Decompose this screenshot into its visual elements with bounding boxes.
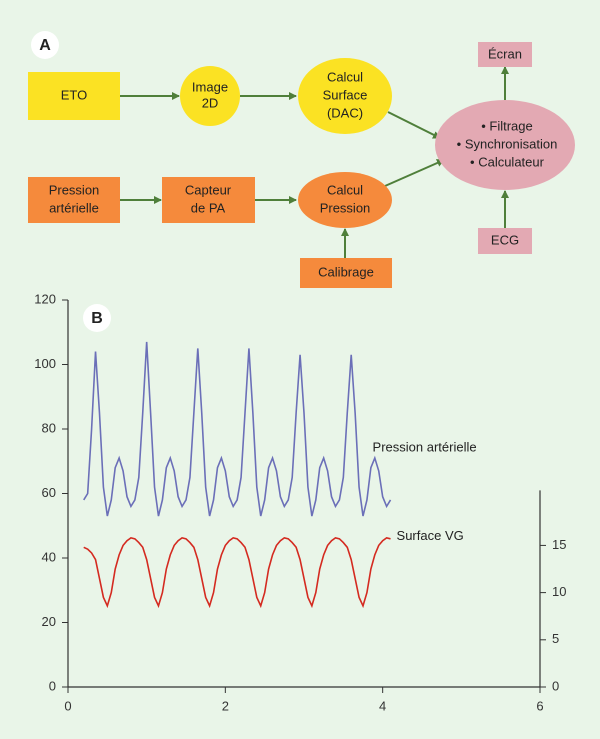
- series-line: [83, 341, 392, 517]
- y-tick-label: 60: [42, 485, 56, 500]
- node-shape: [298, 58, 392, 134]
- node-label: Surface: [323, 87, 368, 102]
- node-label: (DAC): [327, 105, 363, 120]
- panel-label: B: [91, 310, 103, 327]
- y-tick-label: 40: [42, 549, 56, 564]
- y2-tick-label: 10: [552, 584, 566, 599]
- y2-tick-label: 5: [552, 631, 559, 646]
- node-label: 2D: [202, 95, 219, 110]
- node-label: • Calculateur: [470, 154, 545, 169]
- y2-tick-label: 0: [552, 678, 559, 693]
- node-shape: [478, 42, 532, 67]
- node-shape: [435, 100, 575, 190]
- y-tick-label: 80: [42, 420, 56, 435]
- node: • Filtrage • Synchronisation • Calculate…: [435, 100, 575, 190]
- node-shape: [478, 228, 532, 254]
- node: Écran: [478, 42, 532, 67]
- y2-tick-label: 15: [552, 537, 566, 552]
- node-shape: [28, 72, 120, 120]
- node-label: Pression: [49, 182, 100, 197]
- series-label: Surface VG: [397, 528, 464, 543]
- node-label: Calibrage: [318, 264, 374, 279]
- node-shape: [300, 258, 392, 288]
- panel-badge: [31, 31, 59, 59]
- node-label: ETO: [61, 87, 88, 102]
- arrow: [384, 159, 445, 187]
- node-shape: [162, 177, 255, 223]
- node-label: ECG: [491, 232, 519, 247]
- arrow: [387, 111, 441, 139]
- node: Image 2D: [180, 66, 240, 126]
- node: Calcul Pression: [298, 172, 392, 228]
- x-tick-label: 6: [536, 698, 543, 713]
- node-label: Image: [192, 79, 228, 94]
- node-label: Écran: [488, 46, 522, 61]
- node-label: artérielle: [49, 200, 99, 215]
- node: ETO: [28, 72, 120, 120]
- node-shape: [298, 172, 392, 228]
- node-label: Pression: [320, 200, 371, 215]
- node-label: • Filtrage: [481, 118, 533, 133]
- series-line: [83, 536, 391, 609]
- node-label: • Synchronisation: [457, 136, 558, 151]
- node-shape: [180, 66, 240, 126]
- arrows: [120, 66, 509, 258]
- node: ECG: [478, 228, 532, 254]
- node-shape: [28, 177, 120, 223]
- y-tick-label: 120: [34, 291, 56, 306]
- node-label: Calcul: [327, 182, 363, 197]
- node-label: de PA: [191, 200, 226, 215]
- panel-badge: [83, 304, 111, 332]
- y-tick-label: 20: [42, 614, 56, 629]
- series-label: Pression artérielle: [373, 439, 477, 454]
- panel-label: A: [39, 37, 51, 54]
- x-tick-label: 4: [379, 698, 386, 713]
- x-tick-label: 0: [64, 698, 71, 713]
- node-label: Capteur: [185, 182, 232, 197]
- y-tick-label: 0: [49, 678, 56, 693]
- node: Calcul Surface (DAC): [298, 58, 392, 134]
- node: Capteur de PA: [162, 177, 255, 223]
- node: Pression artérielle: [28, 177, 120, 223]
- node-label: Calcul: [327, 69, 363, 84]
- x-tick-label: 2: [222, 698, 229, 713]
- node: Calibrage: [300, 258, 392, 288]
- y-tick-label: 100: [34, 356, 56, 371]
